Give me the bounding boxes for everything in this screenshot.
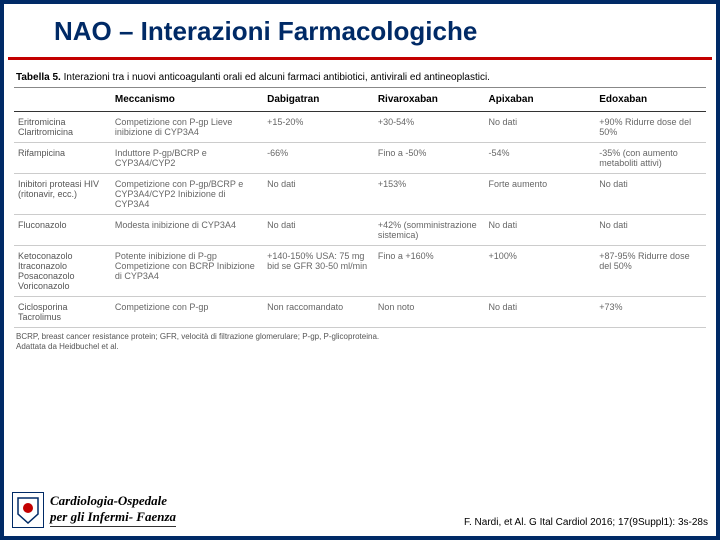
caption-bold: Tabella 5. <box>16 72 61 83</box>
table-row: Eritromicina ClaritromicinaCompetizione … <box>14 112 706 143</box>
shield-logo-icon <box>12 492 44 528</box>
citation-text: F. Nardi, et Al. G Ital Cardiol 2016; 17… <box>464 517 708 528</box>
cell: +153% <box>374 174 485 215</box>
footer: Cardiologia-Ospedale per gli Infermi- Fa… <box>12 492 708 528</box>
table-footnote: BCRP, breast cancer resistance protein; … <box>14 328 706 357</box>
col-header <box>14 88 111 112</box>
footnote-line: Adattata da Heidbuchel et al. <box>16 342 119 351</box>
cell: +15-20% <box>263 112 374 143</box>
slide-title: NAO – Interazioni Farmacologiche <box>4 4 716 57</box>
cell: +90% Ridurre dose del 50% <box>595 112 706 143</box>
col-header: Dabigatran <box>263 88 374 112</box>
cell: +140-150% USA: 75 mg bid se GFR 30-50 ml… <box>263 246 374 297</box>
cell: +73% <box>595 297 706 328</box>
footer-left: Cardiologia-Ospedale per gli Infermi- Fa… <box>12 492 176 528</box>
cell: Eritromicina Claritromicina <box>14 112 111 143</box>
cell: -54% <box>485 143 596 174</box>
department-label: Cardiologia-Ospedale per gli Infermi- Fa… <box>50 493 176 526</box>
cell: Rifampicina <box>14 143 111 174</box>
cell: No dati <box>485 112 596 143</box>
table-row: Ketoconazolo Itraconazolo Posaconazolo V… <box>14 246 706 297</box>
table-row: Ciclosporina TacrolimusCompetizione con … <box>14 297 706 328</box>
cell: Non raccomandato <box>263 297 374 328</box>
cell: Fluconazolo <box>14 215 111 246</box>
table-caption: Tabella 5. Interazioni tra i nuovi antic… <box>14 70 706 88</box>
cell: Potente inibizione di P-gp Competizione … <box>111 246 263 297</box>
table-container: Tabella 5. Interazioni tra i nuovi antic… <box>4 70 716 357</box>
cell: No dati <box>485 297 596 328</box>
cell: Inibitori proteasi HIV (ritonavir, ecc.) <box>14 174 111 215</box>
cell: -35% (con aumento metaboliti attivi) <box>595 143 706 174</box>
cell: Competizione con P-gp/BCRP e CYP3A4/CYP2… <box>111 174 263 215</box>
cell: Fino a -50% <box>374 143 485 174</box>
cell: Ciclosporina Tacrolimus <box>14 297 111 328</box>
col-header: Meccanismo <box>111 88 263 112</box>
table-header-row: Meccanismo Dabigatran Rivaroxaban Apixab… <box>14 88 706 112</box>
cell: +87-95% Ridurre dose del 50% <box>595 246 706 297</box>
cell: Competizione con P-gp <box>111 297 263 328</box>
cell: Non noto <box>374 297 485 328</box>
cell: No dati <box>595 174 706 215</box>
col-header: Edoxaban <box>595 88 706 112</box>
cell: +100% <box>485 246 596 297</box>
cell: Induttore P-gp/BCRP e CYP3A4/CYP2 <box>111 143 263 174</box>
cell: Competizione con P-gp Lieve inibizione d… <box>111 112 263 143</box>
divider-red <box>8 57 712 60</box>
cell: Fino a +160% <box>374 246 485 297</box>
col-header: Apixaban <box>485 88 596 112</box>
cell: +42% (somministrazione sistemica) <box>374 215 485 246</box>
cell: No dati <box>595 215 706 246</box>
table-row: RifampicinaInduttore P-gp/BCRP e CYP3A4/… <box>14 143 706 174</box>
cell: +30-54% <box>374 112 485 143</box>
cell: -66% <box>263 143 374 174</box>
caption-rest: Interazioni tra i nuovi anticoagulanti o… <box>61 72 490 83</box>
interactions-table: Meccanismo Dabigatran Rivaroxaban Apixab… <box>14 88 706 328</box>
cell: Ketoconazolo Itraconazolo Posaconazolo V… <box>14 246 111 297</box>
dept-line1: Cardiologia-Ospedale <box>50 493 167 508</box>
cell: No dati <box>263 174 374 215</box>
cell: Forte aumento <box>485 174 596 215</box>
cell: Modesta inibizione di CYP3A4 <box>111 215 263 246</box>
col-header: Rivaroxaban <box>374 88 485 112</box>
cell: No dati <box>485 215 596 246</box>
footnote-line: BCRP, breast cancer resistance protein; … <box>16 332 379 341</box>
dept-line2: per gli Infermi- Faenza <box>50 509 176 524</box>
table-row: FluconazoloModesta inibizione di CYP3A4N… <box>14 215 706 246</box>
table-row: Inibitori proteasi HIV (ritonavir, ecc.)… <box>14 174 706 215</box>
cell: No dati <box>263 215 374 246</box>
